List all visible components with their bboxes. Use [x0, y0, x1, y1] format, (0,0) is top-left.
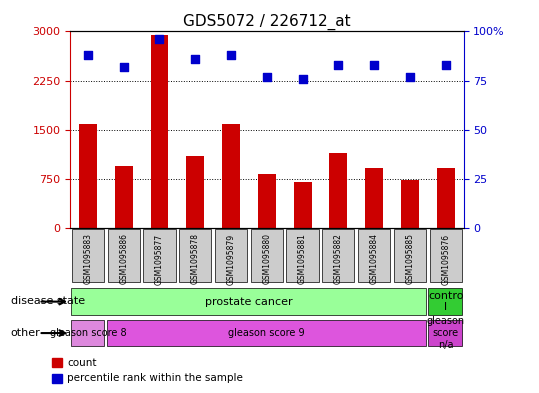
Point	[227, 52, 236, 58]
FancyBboxPatch shape	[72, 229, 104, 282]
Text: GSM1095876: GSM1095876	[441, 233, 450, 285]
Bar	[52, 358, 63, 367]
Text: contro
l: contro l	[428, 291, 464, 312]
Bar	[186, 156, 204, 228]
Point	[405, 73, 414, 80]
Bar	[294, 182, 312, 228]
FancyBboxPatch shape	[71, 320, 104, 346]
FancyBboxPatch shape	[287, 229, 319, 282]
Text: GSM1095881: GSM1095881	[298, 233, 307, 284]
Title: GDS5072 / 226712_at: GDS5072 / 226712_at	[183, 14, 350, 30]
FancyBboxPatch shape	[358, 229, 390, 282]
Bar	[150, 35, 169, 228]
Text: count: count	[67, 358, 96, 367]
Point	[334, 62, 343, 68]
Point	[191, 56, 199, 62]
Text: GSM1095884: GSM1095884	[370, 233, 378, 285]
FancyBboxPatch shape	[251, 229, 283, 282]
Text: gleason score 8: gleason score 8	[50, 328, 126, 338]
Point	[84, 52, 92, 58]
Text: percentile rank within the sample: percentile rank within the sample	[67, 373, 243, 384]
Point	[262, 73, 271, 80]
Text: GSM1095886: GSM1095886	[119, 233, 128, 285]
Text: gleason score 9: gleason score 9	[229, 328, 305, 338]
Bar	[79, 125, 97, 228]
Bar	[52, 374, 63, 383]
Bar	[437, 168, 454, 228]
FancyBboxPatch shape	[215, 229, 247, 282]
FancyBboxPatch shape	[71, 288, 426, 315]
FancyBboxPatch shape	[322, 229, 355, 282]
FancyBboxPatch shape	[108, 229, 140, 282]
Text: prostate cancer: prostate cancer	[205, 297, 293, 307]
Bar	[115, 166, 133, 228]
Bar	[329, 152, 347, 228]
Text: GSM1095880: GSM1095880	[262, 233, 271, 285]
Text: disease state: disease state	[11, 296, 85, 306]
Text: GSM1095883: GSM1095883	[84, 233, 93, 285]
Text: GSM1095878: GSM1095878	[191, 233, 200, 285]
Text: GSM1095879: GSM1095879	[226, 233, 236, 285]
FancyBboxPatch shape	[143, 229, 176, 282]
FancyBboxPatch shape	[429, 320, 462, 346]
Text: GSM1095885: GSM1095885	[405, 233, 414, 285]
FancyBboxPatch shape	[107, 320, 426, 346]
Point	[298, 75, 307, 82]
FancyBboxPatch shape	[429, 288, 462, 315]
Point	[441, 62, 450, 68]
Text: GSM1095882: GSM1095882	[334, 233, 343, 284]
Bar	[258, 174, 276, 228]
Text: gleason
score
n/a: gleason score n/a	[426, 316, 465, 350]
Bar	[222, 125, 240, 228]
FancyBboxPatch shape	[394, 229, 426, 282]
Text: GSM1095877: GSM1095877	[155, 233, 164, 285]
Text: other: other	[11, 328, 40, 338]
Bar	[401, 180, 419, 228]
Point	[155, 36, 164, 42]
Point	[120, 64, 128, 70]
FancyBboxPatch shape	[179, 229, 211, 282]
Point	[370, 62, 378, 68]
FancyBboxPatch shape	[430, 229, 462, 282]
Bar	[365, 168, 383, 228]
